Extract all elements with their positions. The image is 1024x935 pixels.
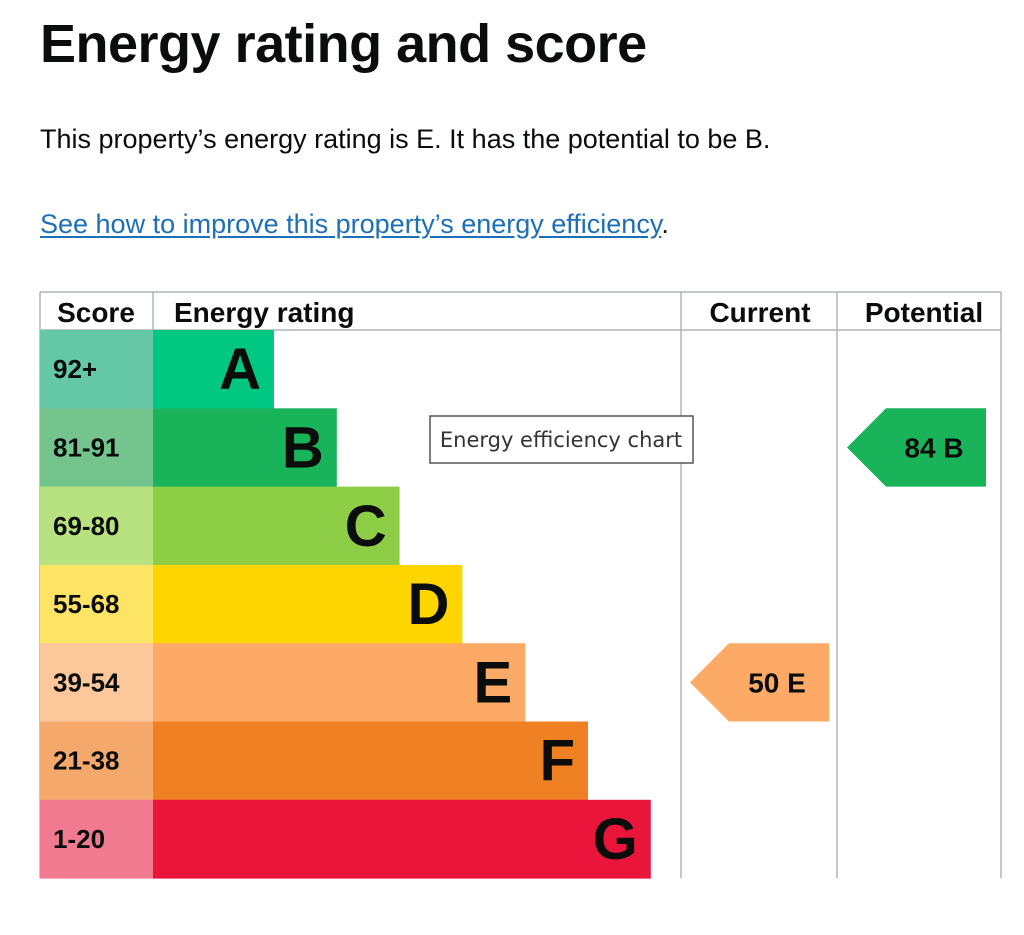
score-cell-g: [40, 799, 153, 879]
band-letter-c: C: [345, 494, 387, 559]
score-range-f: 21-38: [53, 746, 120, 776]
rating-bar-d: [153, 564, 463, 644]
link-suffix: .: [661, 209, 669, 239]
score-column-header: Score: [57, 297, 135, 328]
tooltip-text: Energy efficiency chart: [440, 428, 682, 452]
band-letter-e: E: [474, 650, 513, 715]
chart-arrows: 50 E 84 B: [690, 408, 986, 722]
chart-bands: 92+ A 81-91 B 69-80 C 55-68 D 39-54 E 21-38 F 1-20 G: [40, 330, 651, 879]
score-range-a: 92+: [53, 354, 97, 384]
rating-bar-b: [153, 408, 337, 488]
band-letter-g: G: [593, 807, 638, 872]
tooltip-box: [429, 415, 694, 464]
page-title: Energy rating and score: [40, 14, 647, 74]
score-range-c: 69-80: [53, 511, 120, 541]
score-cell-a: [40, 330, 153, 409]
rating-summary: This property’s energy rating is E. It h…: [40, 124, 771, 154]
score-range-g: 1-20: [53, 824, 105, 854]
current-arrow: [690, 643, 829, 722]
potential-rating-label: 84 B: [904, 432, 963, 463]
rating-bar-e: [153, 643, 526, 722]
band-letter-d: D: [408, 572, 450, 637]
improve-link-line: See how to improve this property’s energ…: [40, 207, 669, 241]
score-range-d: 55-68: [53, 589, 120, 619]
chart-headers: Score Energy rating Current Potential: [57, 297, 983, 328]
score-cell-c: [40, 486, 153, 566]
current-column-header: Current: [709, 297, 810, 328]
score-range-e: 39-54: [53, 667, 120, 697]
band-letter-a: A: [219, 337, 261, 402]
chart-tooltip: Energy efficiency chart: [429, 415, 694, 464]
score-cell-d: [40, 564, 153, 644]
potential-arrow: [847, 408, 986, 487]
rating-bar-g: [153, 799, 651, 879]
rating-bar-c: [153, 486, 400, 566]
rating-bar-a: [153, 330, 274, 409]
score-range-b: 81-91: [53, 432, 120, 462]
current-rating-label: 50 E: [748, 667, 806, 698]
score-cell-e: [40, 643, 153, 722]
rating-column-header: Energy rating: [174, 297, 354, 328]
band-letter-b: B: [282, 415, 324, 480]
band-letter-f: F: [540, 729, 575, 794]
score-cell-b: [40, 408, 153, 488]
rating-bar-f: [153, 721, 588, 801]
potential-column-header: Potential: [865, 297, 983, 328]
score-cell-f: [40, 721, 153, 801]
improve-efficiency-link[interactable]: See how to improve this property’s energ…: [40, 209, 662, 239]
